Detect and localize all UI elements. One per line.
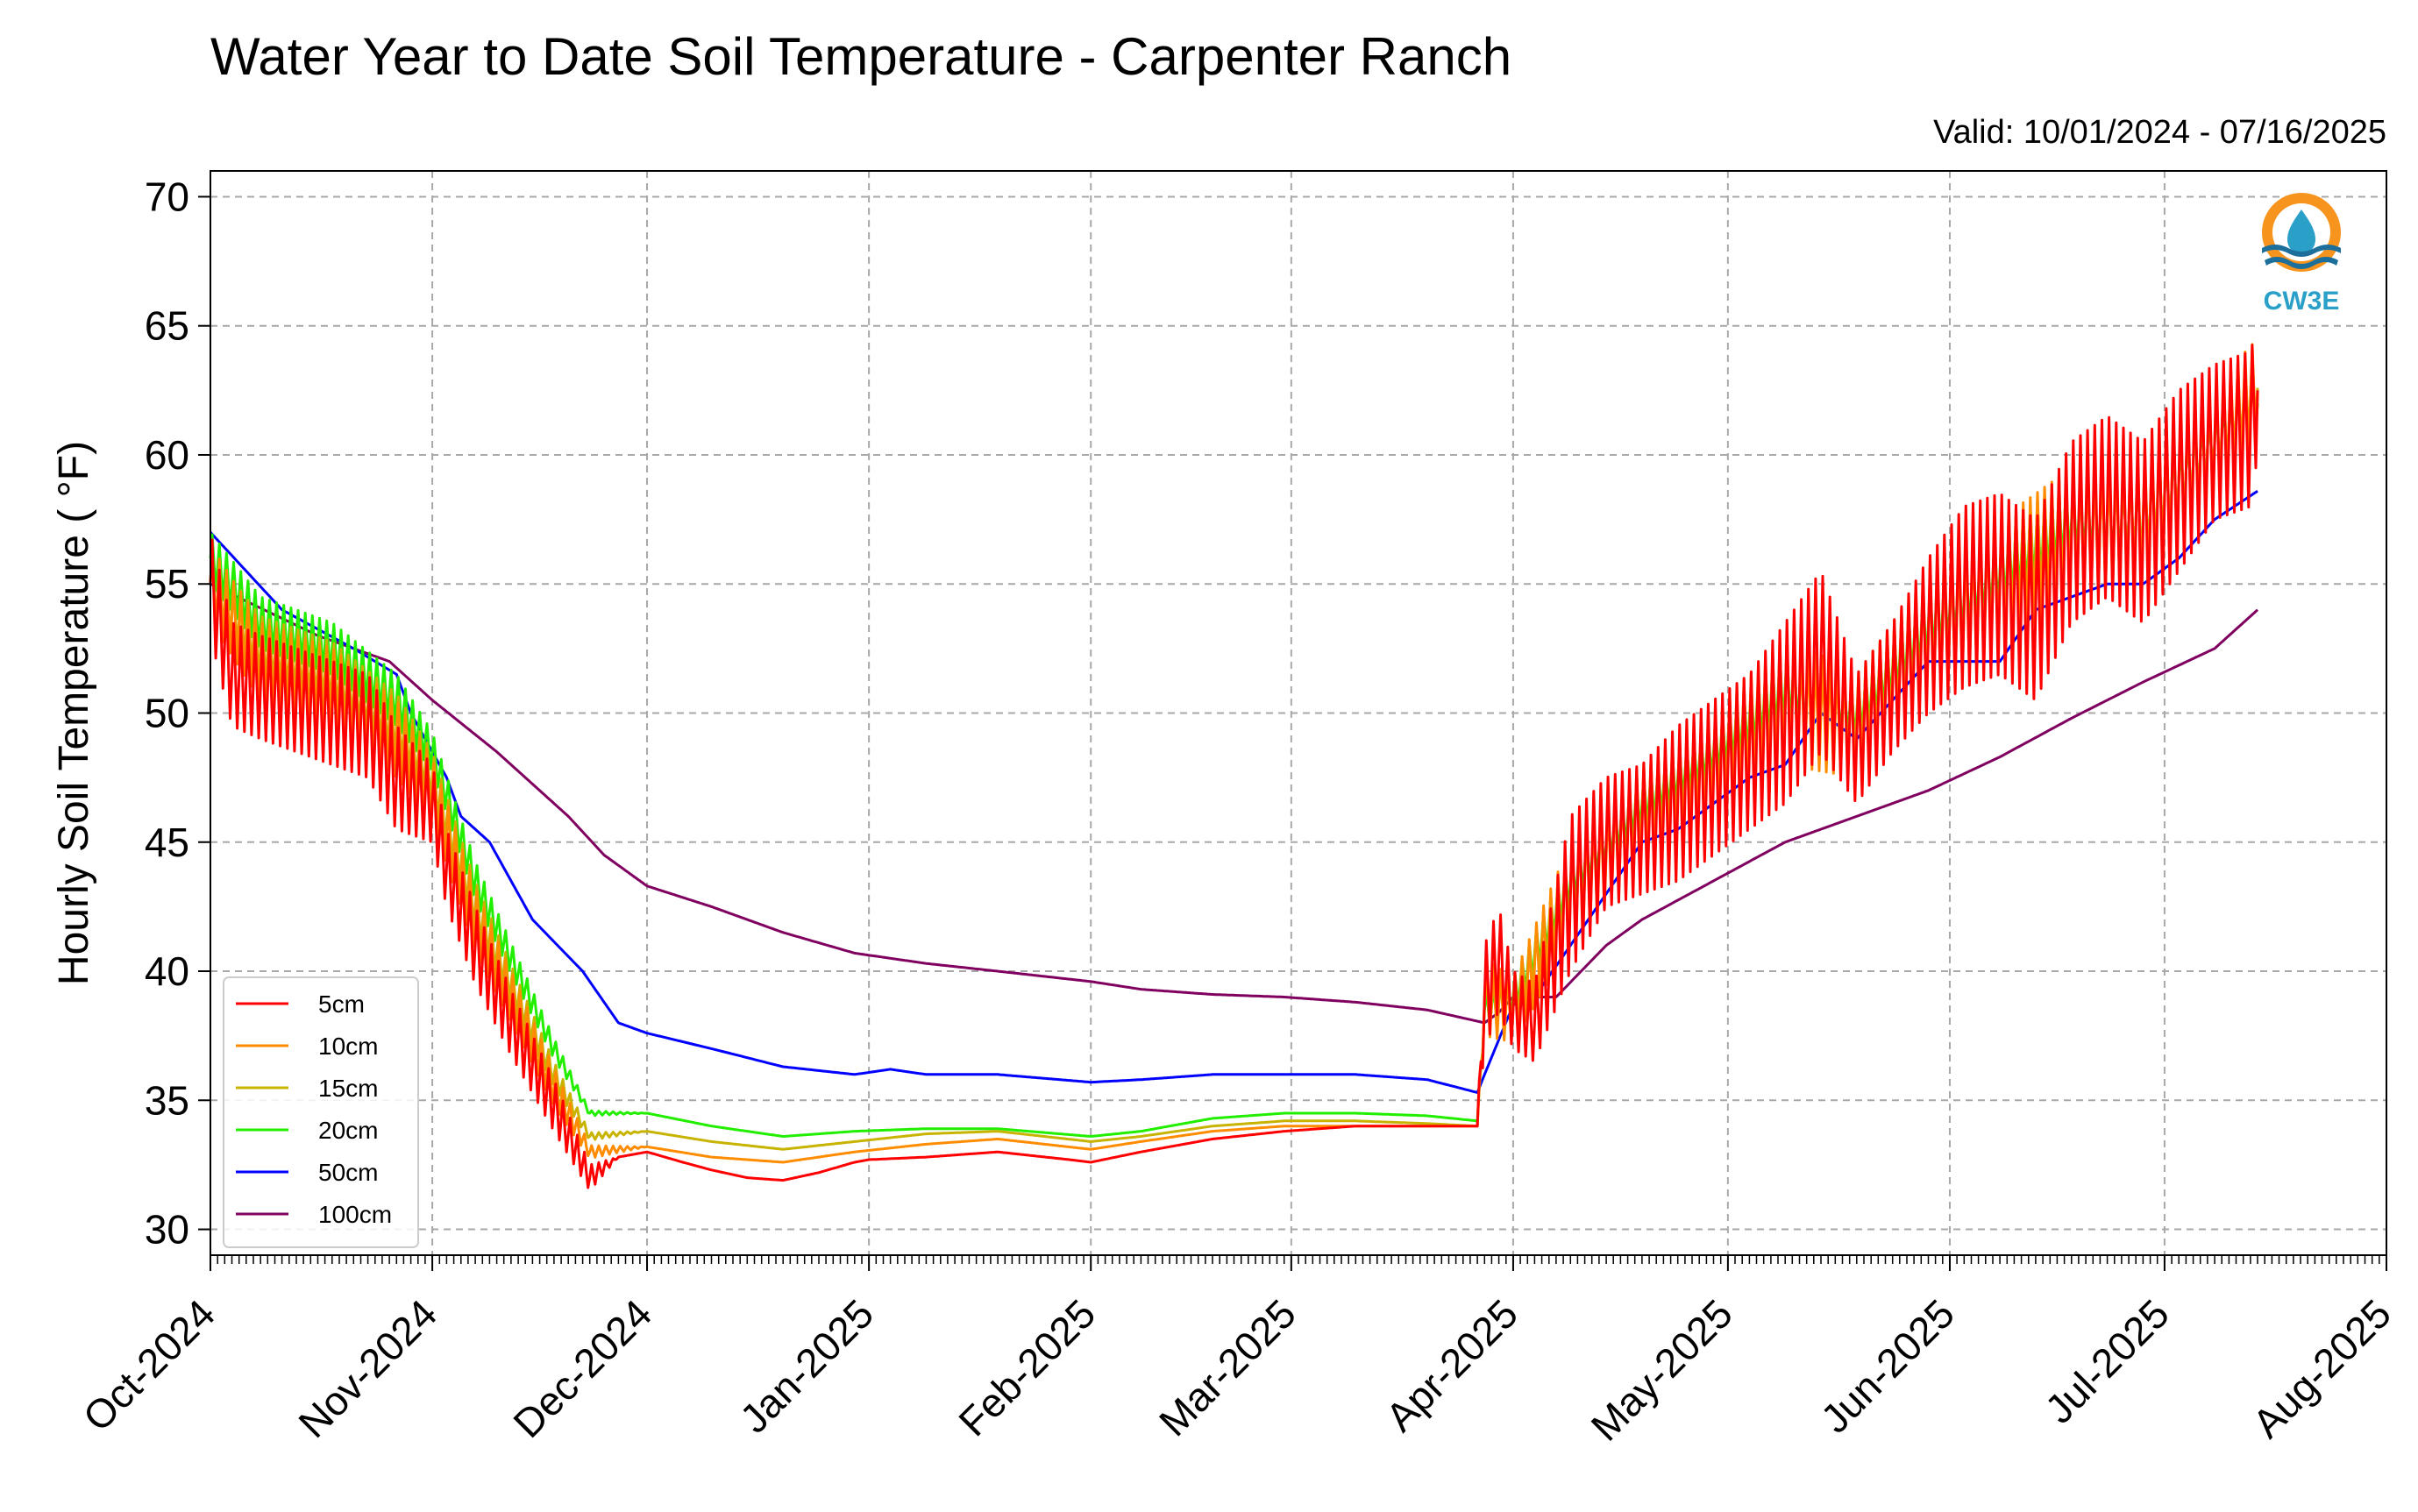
x-tick-label: Jun-2025 [1812, 1290, 1963, 1441]
chart-subtitle: Valid: 10/01/2024 - 07/16/2025 [1933, 114, 2386, 151]
legend-label-15cm: 15cm [318, 1075, 378, 1102]
y-tick-label: 45 [145, 820, 189, 865]
logo-wave-icon-2 [2265, 257, 2338, 269]
x-tick-label: Feb-2025 [949, 1290, 1104, 1445]
chart-title: Water Year to Date Soil Temperature - Ca… [210, 27, 1511, 86]
legend-label-10cm: 10cm [318, 1033, 378, 1060]
x-tick-label: Dec-2024 [504, 1290, 660, 1446]
logo-text: CW3E [2264, 287, 2340, 316]
y-tick-label: 50 [145, 691, 189, 736]
x-tick-label: Jul-2025 [2036, 1290, 2178, 1432]
x-tick-label: Oct-2024 [75, 1290, 224, 1440]
series-layer [209, 343, 2259, 1189]
legend-label-100cm: 100cm [318, 1201, 392, 1228]
y-axis-label: Hourly Soil Temperature ( °F) [51, 441, 97, 985]
y-tick-label: 40 [145, 948, 189, 994]
x-tick-label: Nov-2024 [289, 1290, 445, 1446]
y-tick-label: 35 [145, 1077, 189, 1123]
y-tick-label: 30 [145, 1207, 189, 1253]
y-tick-label: 70 [145, 174, 189, 219]
logo-wave-icon [2262, 245, 2341, 257]
cw3e-logo: CW3E [2262, 193, 2341, 316]
series-line-100cm [210, 582, 2259, 1025]
legend-label-20cm: 20cm [318, 1117, 378, 1144]
logo-drop-icon [2287, 209, 2315, 254]
x-tick-label: Jan-2025 [731, 1290, 882, 1441]
legend: 5cm 10cm 15cm 20cm 50cm 100cm [223, 976, 419, 1248]
x-tick-label: Apr-2025 [1376, 1290, 1526, 1440]
x-minor-ticks [210, 1255, 2387, 1264]
y-tick-label: 60 [145, 432, 189, 478]
series-line-5cm [209, 344, 2259, 1189]
x-tick-label: Mar-2025 [1150, 1290, 1305, 1445]
x-tick-label: Aug-2025 [2244, 1290, 2400, 1446]
y-tick-label: 55 [145, 561, 189, 607]
series-line-50cm [209, 489, 2258, 1094]
x-tick-label: May-2025 [1582, 1290, 1741, 1449]
legend-label-5cm: 5cm [318, 990, 365, 1018]
y-tick-label: 65 [145, 303, 189, 349]
legend-label-50cm: 50cm [318, 1159, 378, 1186]
